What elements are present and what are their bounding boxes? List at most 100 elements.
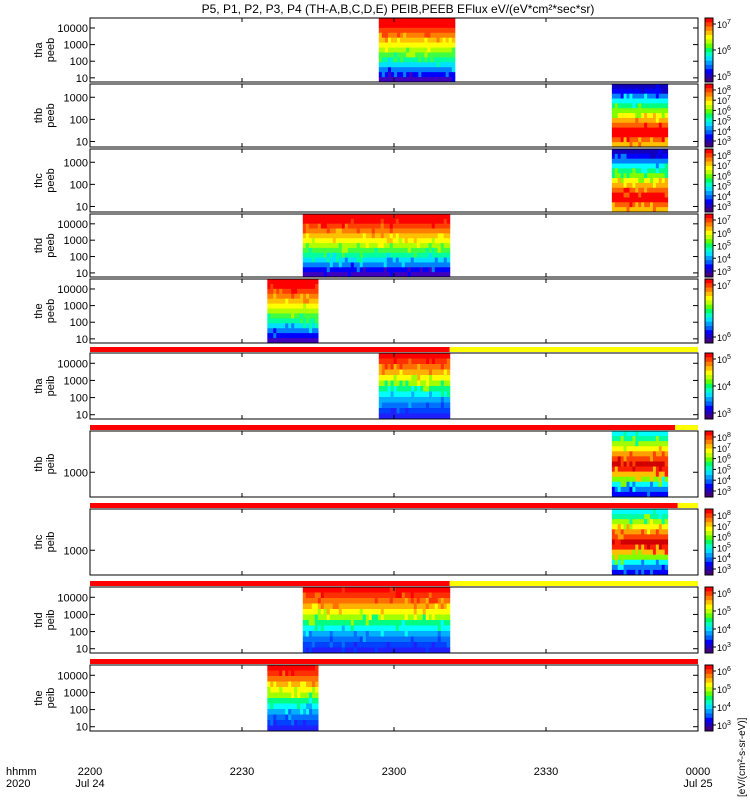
spectrogram-cell — [374, 631, 379, 637]
spectrogram-cell — [401, 631, 406, 637]
spectrogram-cell — [350, 614, 355, 621]
spectrogram-cell — [386, 262, 391, 268]
spectrogram-cell — [309, 681, 313, 688]
spectrogram-cell — [638, 187, 642, 194]
spectrogram-cell — [397, 37, 401, 44]
spectrogram-cell — [437, 603, 442, 610]
spectrogram-cell — [443, 408, 448, 414]
spectrogram-cell — [378, 32, 383, 39]
spectrogram-cell — [629, 187, 633, 194]
spectrogram-cell — [629, 509, 633, 515]
spectrogram-cell — [446, 625, 451, 632]
y-axis-label: thepeib — [33, 688, 57, 709]
spectrogram-cell — [410, 257, 415, 263]
spectrogram-cell — [448, 37, 453, 44]
spectrogram-cell — [380, 609, 385, 615]
spectrogram-cell — [315, 323, 319, 329]
colorbar-cell — [705, 631, 713, 636]
spectrogram-cell — [418, 37, 422, 44]
spectrogram-cell — [407, 642, 412, 648]
spectrogram-cell — [362, 267, 367, 273]
spectrogram-cell — [664, 524, 669, 530]
spectrogram-cell — [409, 52, 413, 58]
spectrogram-cell — [443, 647, 448, 654]
spectrogram-cell — [267, 703, 271, 710]
spectrogram-cell — [664, 441, 669, 447]
spectrogram-cell — [305, 247, 310, 254]
spectrogram-cell — [392, 609, 397, 615]
spectrogram-cell — [422, 636, 427, 643]
spectrogram-cell — [335, 636, 340, 643]
spectrogram-cell — [273, 681, 277, 688]
spectrogram-cell — [411, 413, 415, 420]
spectrogram-cell — [629, 486, 633, 493]
spectrogram-cell — [427, 18, 431, 24]
spectrogram-cell — [421, 18, 425, 24]
colorbar-tick-label: 107 — [717, 215, 731, 226]
spectrogram-cell — [661, 509, 666, 515]
spectrogram-cell — [614, 149, 619, 155]
colorbar-tick-label: 106 — [717, 228, 731, 239]
spectrogram-cell — [332, 642, 337, 648]
spectrogram-cell — [308, 233, 313, 239]
spectrogram-cell — [395, 642, 400, 648]
spectrogram-cell — [423, 358, 427, 365]
spectrogram-cell — [317, 614, 322, 621]
spectrogram-cell — [650, 569, 654, 576]
spectrogram-cell — [635, 466, 639, 473]
spectrogram-cell — [378, 67, 383, 73]
spectrogram-cell — [434, 233, 439, 239]
y-tick-label: 100 — [70, 114, 88, 126]
spectrogram-cell — [650, 486, 654, 493]
spectrogram-cell — [626, 431, 630, 437]
spectrogram-cell — [387, 52, 392, 58]
spectrogram-cell — [638, 108, 642, 114]
spectrogram-cell — [320, 228, 325, 234]
spectrogram-cell — [623, 534, 628, 540]
spectrogram-cell — [338, 598, 343, 604]
spectrogram-cell — [350, 214, 355, 220]
spectrogram-cell — [389, 636, 394, 643]
spectrogram-cell — [629, 514, 633, 520]
y-axis-label-line: peeb — [45, 38, 57, 62]
spectrogram-cell — [315, 293, 319, 300]
spectrogram-cell — [300, 687, 304, 693]
spectrogram-cell — [335, 262, 340, 268]
spectrogram-cell — [294, 687, 298, 693]
spectrogram-cell — [620, 137, 625, 143]
colorbar-tick-label: 106 — [717, 666, 731, 677]
spectrogram-cell — [650, 529, 654, 535]
spectrogram-cell — [302, 609, 307, 615]
spectrogram-cell — [332, 603, 337, 610]
spectrogram-cell — [359, 598, 364, 604]
spectrogram-cell — [658, 182, 663, 189]
spectrogram-cell — [303, 303, 307, 310]
colorbar-tick-label: 103 — [717, 201, 731, 212]
spectrogram-cell — [655, 88, 660, 95]
spectrogram-cell — [303, 698, 307, 704]
spectrogram-cell — [300, 318, 304, 324]
spectrogram-cell — [644, 192, 648, 198]
spectrogram-cell — [400, 27, 404, 34]
spectrogram-cell — [626, 202, 630, 208]
spectrogram-cell — [297, 687, 301, 693]
spectrogram-cell — [419, 598, 424, 604]
spectrogram-cell — [650, 481, 654, 488]
spectrogram-cell — [407, 587, 412, 593]
spectrogram-cell — [335, 238, 340, 244]
spectrogram-cell — [273, 283, 277, 290]
spectrogram-cell — [635, 207, 639, 213]
spectrogram-cell — [396, 402, 400, 409]
spectrogram-cell — [443, 620, 448, 626]
colorbar-tick-mantissa: 10 — [717, 151, 727, 161]
spectrogram-cell — [614, 569, 619, 576]
spectrogram-cell — [422, 620, 427, 626]
spectrogram-cell — [440, 233, 445, 239]
spectrogram-cell — [629, 207, 633, 213]
spectrogram-cell — [419, 233, 424, 239]
spectrogram-cell — [661, 446, 666, 452]
spectrogram-cell — [314, 257, 319, 263]
spectrogram-cell — [408, 369, 412, 376]
spectrogram-cell — [323, 247, 328, 254]
